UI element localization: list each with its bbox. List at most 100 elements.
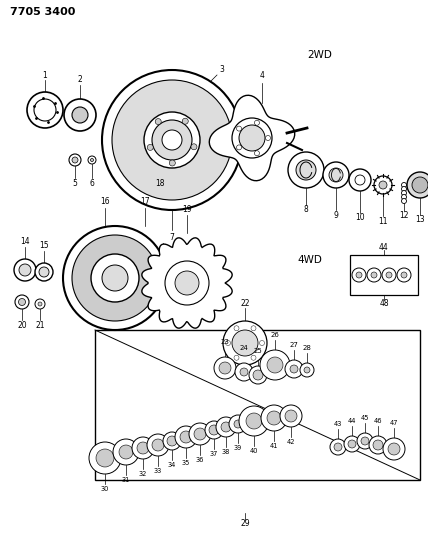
Circle shape: [352, 268, 366, 282]
Circle shape: [401, 187, 407, 191]
Circle shape: [361, 437, 369, 445]
Text: 13: 13: [415, 215, 425, 224]
Circle shape: [38, 302, 42, 306]
Circle shape: [89, 442, 121, 474]
Text: 3: 3: [220, 66, 224, 75]
Circle shape: [235, 363, 253, 381]
Circle shape: [356, 272, 362, 278]
Text: 47: 47: [390, 420, 398, 426]
Text: 25: 25: [254, 348, 262, 354]
Circle shape: [175, 271, 199, 295]
Circle shape: [155, 255, 171, 271]
Circle shape: [261, 405, 287, 431]
Text: 44: 44: [348, 418, 356, 424]
Circle shape: [147, 144, 153, 150]
Circle shape: [379, 181, 387, 189]
Circle shape: [155, 118, 161, 125]
Circle shape: [15, 295, 29, 309]
Circle shape: [91, 254, 139, 302]
Text: 6: 6: [89, 179, 95, 188]
Circle shape: [323, 162, 349, 188]
Circle shape: [357, 433, 373, 449]
Circle shape: [300, 363, 314, 377]
Bar: [95, 330, 420, 480]
Circle shape: [249, 366, 267, 384]
Text: 36: 36: [196, 457, 204, 463]
Circle shape: [221, 422, 231, 432]
Circle shape: [288, 152, 324, 188]
Circle shape: [205, 421, 223, 439]
Circle shape: [239, 406, 269, 436]
Circle shape: [267, 357, 283, 373]
Circle shape: [285, 410, 297, 422]
Text: 44: 44: [379, 243, 389, 252]
Circle shape: [189, 423, 211, 445]
Text: 1: 1: [43, 70, 48, 79]
Text: 7: 7: [169, 232, 175, 241]
Text: 35: 35: [182, 460, 190, 466]
Circle shape: [90, 158, 93, 161]
Circle shape: [254, 120, 259, 125]
Text: 12: 12: [399, 212, 409, 221]
Circle shape: [35, 299, 45, 309]
Text: 15: 15: [39, 241, 49, 251]
Circle shape: [223, 321, 267, 365]
Circle shape: [407, 172, 428, 198]
Circle shape: [401, 195, 407, 199]
Circle shape: [285, 360, 303, 378]
Text: 24: 24: [240, 345, 248, 351]
Circle shape: [260, 350, 290, 380]
Circle shape: [401, 272, 407, 278]
Circle shape: [367, 268, 381, 282]
Circle shape: [267, 411, 281, 425]
Circle shape: [234, 355, 239, 360]
Circle shape: [383, 438, 405, 460]
Text: 29: 29: [240, 519, 250, 528]
Circle shape: [96, 449, 114, 467]
Text: 16: 16: [100, 198, 110, 206]
Circle shape: [14, 259, 36, 281]
Circle shape: [296, 160, 316, 180]
Circle shape: [39, 267, 49, 277]
Text: 31: 31: [122, 477, 130, 483]
Circle shape: [72, 157, 78, 163]
Circle shape: [169, 160, 175, 166]
Circle shape: [88, 156, 96, 164]
Circle shape: [219, 362, 231, 374]
Text: 10: 10: [355, 214, 365, 222]
Polygon shape: [209, 95, 294, 181]
Text: 21: 21: [35, 320, 45, 329]
Circle shape: [240, 368, 248, 376]
Bar: [350, 255, 418, 295]
Text: 8: 8: [303, 206, 309, 214]
Circle shape: [330, 439, 346, 455]
Circle shape: [401, 182, 407, 188]
Circle shape: [119, 445, 133, 459]
Circle shape: [112, 80, 232, 200]
Circle shape: [69, 154, 81, 166]
Circle shape: [412, 177, 428, 193]
Text: 11: 11: [378, 216, 388, 225]
Text: 2: 2: [77, 76, 82, 85]
Text: 48: 48: [379, 298, 389, 308]
Text: 22: 22: [240, 298, 250, 308]
Circle shape: [137, 442, 149, 454]
Circle shape: [152, 439, 164, 451]
Circle shape: [214, 357, 236, 379]
Circle shape: [229, 415, 247, 433]
Circle shape: [132, 437, 154, 459]
Text: 43: 43: [334, 421, 342, 427]
Circle shape: [251, 355, 256, 360]
Text: 4WD: 4WD: [297, 255, 322, 265]
Circle shape: [355, 175, 365, 185]
Circle shape: [152, 120, 192, 160]
Circle shape: [18, 298, 26, 305]
Text: 34: 34: [168, 462, 176, 468]
Text: 30: 30: [101, 486, 109, 492]
Circle shape: [163, 432, 181, 450]
Circle shape: [144, 112, 200, 168]
Text: 37: 37: [210, 451, 218, 457]
Circle shape: [162, 130, 182, 150]
Circle shape: [147, 434, 169, 456]
Circle shape: [237, 145, 241, 150]
